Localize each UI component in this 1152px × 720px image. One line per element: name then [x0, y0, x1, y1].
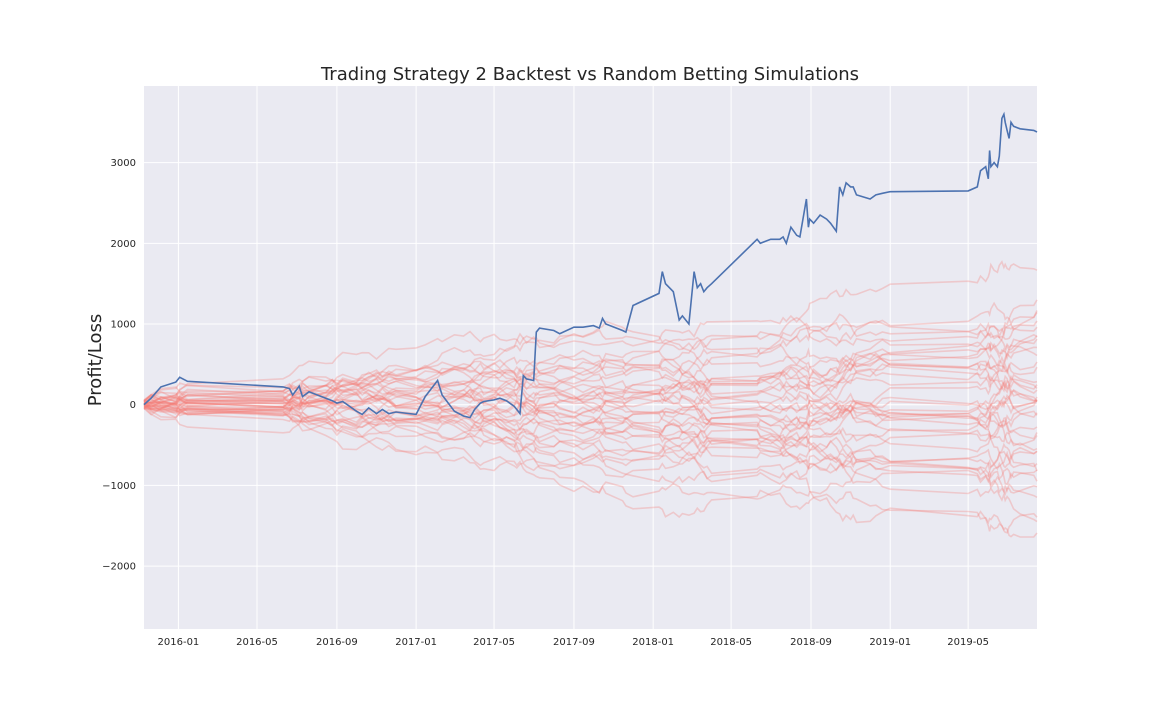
simulation-line: [143, 393, 1038, 486]
simulation-line: [143, 378, 1038, 431]
y-tick-label: 3000: [111, 158, 136, 169]
simulation-line: [143, 388, 1038, 454]
x-tick-label: 2017-05: [473, 637, 515, 648]
simulation-line: [143, 395, 1038, 425]
simulation-line: [143, 376, 1038, 442]
simulation-line: [143, 389, 1038, 470]
simulation-line: [143, 398, 1038, 448]
y-tick-label: 2000: [111, 239, 136, 250]
x-tick-label: 2017-01: [395, 637, 437, 648]
x-tick-label: 2018-01: [632, 637, 674, 648]
simulation-line: [143, 316, 1038, 406]
simulation-line: [143, 395, 1038, 497]
x-tick-label: 2018-05: [710, 637, 752, 648]
x-axis: 2016-01 2016-05 2016-09 2017-01 2017-05 2017-…: [158, 637, 990, 648]
simulation-line: [143, 374, 1038, 427]
x-tick-label: 2017-09: [553, 637, 595, 648]
simulation-line: [143, 343, 1038, 410]
simulation-line: [143, 402, 1038, 485]
plot-area: [144, 86, 1037, 629]
simulation-line: [143, 383, 1038, 438]
simulation-line: [143, 397, 1038, 538]
backtest-series: [143, 111, 1038, 419]
x-tick-label: 2019-05: [947, 637, 989, 648]
grid: [144, 86, 1037, 629]
simulation-line: [143, 382, 1038, 425]
simulation-line: [143, 403, 1038, 500]
simulation-line: [143, 400, 1038, 451]
simulation-line: [143, 299, 1038, 413]
simulation-line: [143, 342, 1038, 408]
simulation-line: [143, 301, 1038, 406]
y-tick-label: −1000: [102, 481, 136, 492]
simulation-line: [143, 346, 1038, 432]
simulation-line: [143, 367, 1038, 422]
backtest-line: [143, 111, 1038, 419]
simulation-line: [143, 406, 1038, 484]
y-tick-label: 0: [130, 400, 136, 411]
y-axis: 3000 2000 1000 0 −1000 −2000: [102, 158, 136, 572]
simulation-line: [143, 347, 1038, 410]
simulation-line: [143, 404, 1038, 534]
simulation-line: [143, 387, 1038, 448]
simulation-line: [143, 320, 1038, 406]
simulation-line: [143, 358, 1038, 413]
simulation-line: [143, 338, 1038, 403]
simulation-line: [143, 335, 1038, 409]
simulation-line: [143, 372, 1038, 416]
simulation-line: [143, 399, 1038, 523]
simulation-line: [143, 385, 1038, 470]
x-tick-label: 2016-01: [158, 637, 200, 648]
y-axis-label: Profit/Loss: [85, 314, 106, 407]
y-tick-label: 1000: [111, 320, 136, 331]
y-tick-label: −2000: [102, 562, 136, 573]
simulation-line: [143, 347, 1038, 407]
chart-title: Trading Strategy 2 Backtest vs Random Be…: [320, 64, 859, 85]
simulation-line: [143, 260, 1038, 410]
simulation-line: [143, 352, 1038, 417]
x-tick-label: 2019-01: [869, 637, 911, 648]
simulation-line: [143, 311, 1038, 417]
simulation-line: [143, 404, 1038, 472]
x-tick-label: 2016-05: [236, 637, 278, 648]
simulation-line: [143, 320, 1038, 408]
simulation-lines: [143, 260, 1038, 538]
x-tick-label: 2016-09: [316, 637, 358, 648]
simulation-line: [143, 391, 1038, 482]
x-tick-label: 2018-09: [790, 637, 832, 648]
